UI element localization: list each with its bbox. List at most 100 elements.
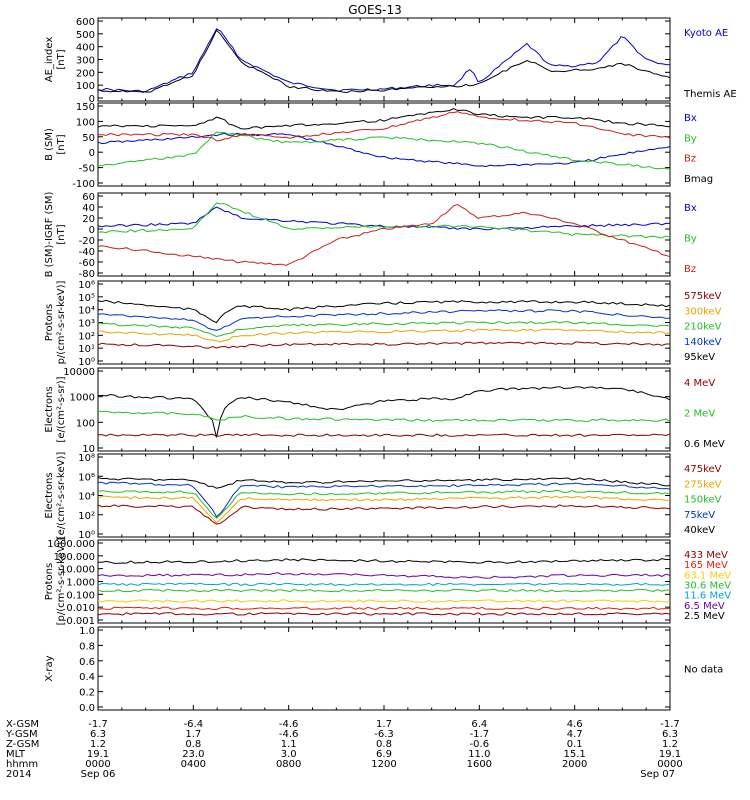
y-tick-label: 100 — [76, 117, 95, 128]
series-line — [97, 309, 671, 331]
series-line — [97, 341, 670, 349]
footer-value: 6.9 — [376, 749, 392, 760]
y-tick-label: 400 — [76, 43, 95, 54]
footer-value: 1.7 — [376, 719, 392, 730]
legend-label: Bz — [684, 264, 696, 275]
y-axis-label: [nT] — [56, 49, 67, 69]
series-line — [97, 299, 671, 324]
y-tick-label: 10⁰ — [78, 357, 95, 368]
y-tick-label: 0.010 — [66, 603, 95, 614]
series-line — [97, 131, 671, 170]
series-line — [97, 558, 671, 564]
y-axis-label: [nT] — [56, 134, 67, 154]
footer-row-label: Z-GSM — [6, 739, 39, 750]
panel-8: 1.0 0.8 0.6 0.4 0.2 0.0 X-ray No data — [44, 626, 723, 714]
panel-2: 150 100 50 0 -50 -100 B (SM) [nT] Bx By Bz Bmag — [44, 102, 713, 190]
y-tick-label: 10² — [78, 331, 95, 342]
y-tick-label: 10⁴ — [78, 492, 95, 503]
footer-value: Sep 07 — [640, 769, 675, 780]
y-tick-label: 0.0 — [79, 703, 95, 714]
series-line — [97, 28, 671, 94]
y-axis-label: B (SM)-IGRF (SM) — [44, 192, 55, 278]
legend-label: 30.6 MeV — [684, 581, 731, 592]
footer-row-label: 2014 — [6, 769, 31, 780]
footer-value: 15.1 — [564, 749, 586, 760]
legend-label: 210keV — [684, 322, 722, 333]
y-tick-label: 40 — [82, 203, 95, 214]
y-tick-label: 0.6 — [79, 657, 95, 668]
footer-value: 1.7 — [185, 729, 201, 740]
footer-value: 1.2 — [90, 739, 106, 750]
y-tick-label: 60 — [82, 192, 95, 203]
y-axis-label: AE_index — [44, 37, 55, 83]
legend-label: 165 MeV — [684, 560, 728, 571]
legend-label: 2.5 MeV — [684, 611, 725, 622]
legend-label: 150keV — [684, 495, 722, 506]
footer-row-label: X-GSM — [6, 719, 39, 730]
footer-value: 3.0 — [281, 749, 297, 760]
footer-value: 0.8 — [185, 739, 201, 750]
panel-7: 1000.000 100.000 10.000 1.0000.100 0.010 0.00… — [44, 538, 731, 627]
y-tick-label: -60 — [79, 258, 95, 269]
panel-frame — [97, 539, 671, 624]
y-tick-label: 100 — [76, 418, 95, 429]
series-line — [97, 504, 671, 525]
y-tick-label: -50 — [79, 164, 95, 175]
footer-value: -0.6 — [470, 739, 490, 750]
footer-value: 4.7 — [567, 729, 583, 740]
footer-value: 0000 — [85, 759, 110, 770]
y-tick-label: 0.2 — [79, 688, 95, 699]
footer-row-label: Y-GSM — [5, 729, 38, 740]
footer-value: -1.7 — [470, 729, 490, 740]
series-line — [97, 495, 670, 524]
legend-label: 275keV — [684, 479, 722, 490]
footer-value: 1.2 — [662, 739, 678, 750]
footer-ephemeris: X-GSMY-GSMZ-GSMMLThhmm2014-1.76.31.219.1… — [5, 719, 683, 780]
panel-frame — [97, 367, 671, 452]
footer-value: 1200 — [371, 759, 396, 770]
y-axis-label: [e/(cm²-s-sr-keV)] — [56, 452, 67, 540]
y-tick-label: 10⁰ — [78, 530, 95, 541]
footer-value: 19.1 — [87, 749, 109, 760]
series-line — [97, 489, 671, 519]
y-tick-label: 1000 — [70, 393, 95, 404]
y-tick-label: 10¹ — [78, 344, 95, 355]
y-tick-label: 1.000 — [66, 578, 95, 589]
footer-value: 0400 — [181, 759, 206, 770]
plot-title: GOES-13 — [348, 3, 402, 17]
y-axis-label: Electrons — [44, 472, 55, 518]
panel-frame — [97, 626, 671, 711]
y-tick-label: 300 — [76, 56, 95, 67]
footer-value: 1.1 — [281, 739, 297, 750]
series-line — [97, 320, 671, 338]
y-tick-label: 10⁸ — [78, 453, 95, 464]
y-tick-label: -100 — [72, 179, 95, 190]
y-axis-label: [nT] — [56, 224, 67, 244]
series-line — [97, 132, 671, 168]
y-tick-label: 20 — [82, 214, 95, 225]
legend-label: Bx — [684, 113, 697, 124]
footer-value: 19.1 — [659, 749, 681, 760]
y-tick-label: 0.4 — [79, 672, 95, 683]
footer-row-label: MLT — [6, 749, 26, 760]
series-line — [97, 202, 671, 239]
y-tick-label: 10000 — [63, 367, 95, 378]
legend-label: Themis AE — [683, 89, 737, 100]
footer-value: 1600 — [467, 759, 492, 770]
footer-value: -4.6 — [279, 729, 299, 740]
series-line — [97, 206, 671, 231]
series-line — [97, 29, 671, 94]
footer-value: -1.7 — [660, 719, 680, 730]
legend-label: Bz — [684, 154, 696, 165]
series-line — [97, 606, 671, 611]
y-tick-label: 1.0 — [79, 626, 95, 637]
panel-frame — [97, 453, 671, 538]
legend-label: 2 MeV — [684, 409, 715, 420]
footer-value: 0000 — [657, 759, 682, 770]
footer-value: -6.4 — [184, 719, 204, 730]
series-line — [97, 410, 671, 422]
series-line — [97, 582, 671, 587]
footer-row-label: hhmm — [6, 759, 38, 770]
